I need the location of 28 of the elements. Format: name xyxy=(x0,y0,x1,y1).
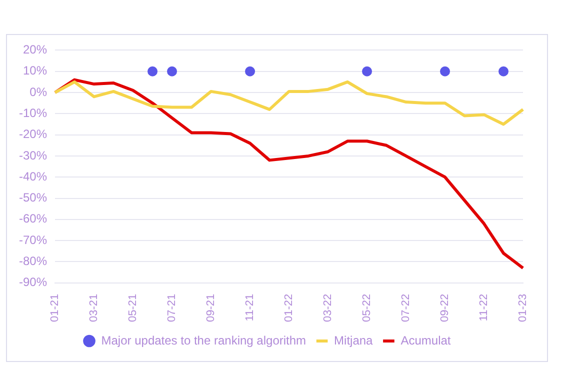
y-tick-label: -50% xyxy=(19,190,48,205)
y-tick-label: -10% xyxy=(19,106,48,120)
x-tick-label: 03-21 xyxy=(88,294,100,322)
x-tick-label: 09-21 xyxy=(205,294,218,322)
x-tick-label: 01-22 xyxy=(283,294,296,322)
x-tick-label: 09-22 xyxy=(439,294,452,322)
y-tick-label: -70% xyxy=(19,232,48,247)
x-tick-label: 01-23 xyxy=(517,294,530,322)
y-tick-label: -20% xyxy=(19,127,48,142)
y-tick-label: -90% xyxy=(19,275,48,290)
y-tick-label: -40% xyxy=(19,169,48,184)
legend-label: Acumulat xyxy=(400,333,452,348)
x-tick-label: 07-22 xyxy=(400,294,412,322)
x-tick-label: 11-21 xyxy=(244,294,256,322)
x-tick-label: 05-22 xyxy=(361,294,374,322)
y-tick-label: 20% xyxy=(22,42,48,57)
x-tick-label: 01-21 xyxy=(49,294,62,322)
legend-label: Mitjana xyxy=(334,333,374,348)
y-tick-label: -60% xyxy=(19,212,48,226)
y-tick-label: -80% xyxy=(19,254,48,268)
legend-label: Major updates to the ranking algorithm xyxy=(101,333,306,348)
y-tick-label: 0% xyxy=(30,84,48,99)
x-tick-label: 07-21 xyxy=(166,294,178,322)
y-tick-label: 10% xyxy=(22,64,48,78)
x-tick-label: 11-22 xyxy=(478,294,490,322)
x-tick-label: 05-21 xyxy=(127,294,140,322)
x-tick-label: 03-22 xyxy=(322,294,334,322)
y-tick-label: -30% xyxy=(19,148,48,162)
